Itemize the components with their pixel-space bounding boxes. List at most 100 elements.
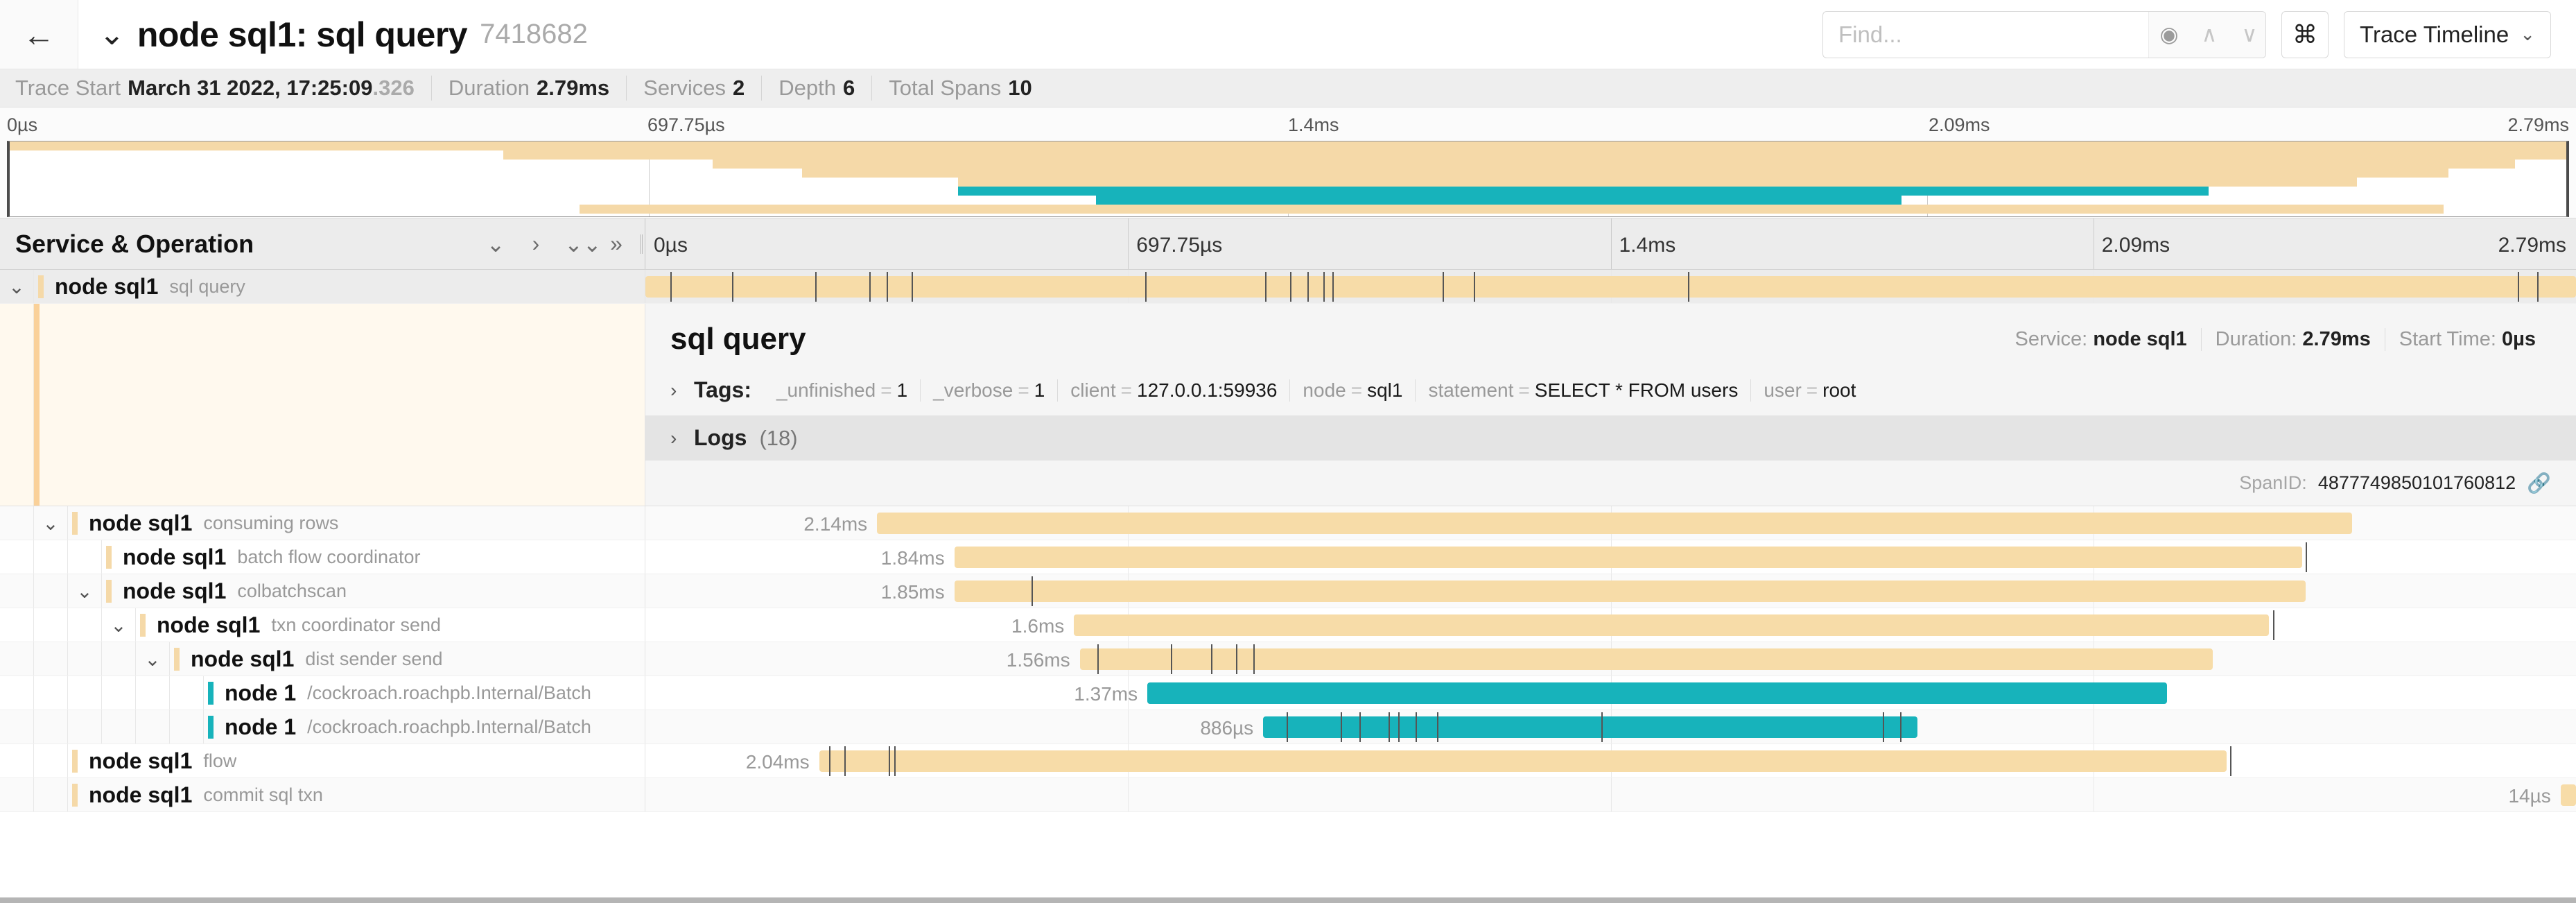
chevron-right-icon[interactable]: › (670, 379, 677, 401)
span-log-marker[interactable] (1416, 712, 1418, 742)
span-log-marker[interactable] (1900, 712, 1902, 742)
tag-item[interactable]: _verbose = 1 (920, 379, 1057, 402)
span-log-marker[interactable] (869, 272, 871, 302)
span-log-marker[interactable] (1359, 712, 1361, 742)
span-log-marker[interactable] (844, 746, 846, 776)
search-input[interactable] (1823, 11, 2149, 58)
collapse-all-icon[interactable]: ⌄⌄ (564, 231, 602, 257)
span-log-marker[interactable] (1883, 712, 1885, 742)
span-row-label[interactable]: ⌄ node sql1 dist sender send (0, 642, 645, 676)
tag-item[interactable]: client = 127.0.0.1:59936 (1057, 379, 1289, 402)
horizontal-scrollbar[interactable] (0, 897, 2576, 903)
span-bar-track[interactable]: 1.37ms (645, 676, 2576, 710)
span-row[interactable]: ⌄ node sql1 txn coordinator send 1.6ms (0, 608, 2576, 642)
span-bar-track[interactable]: 1.6ms (645, 608, 2576, 642)
span-row-label[interactable]: node 1/cockroach.roachpb.Internal/Batch (0, 676, 645, 710)
span-duration-bar[interactable] (1263, 716, 1918, 738)
span-row-label[interactable]: ⌄ node sql1 consuming rows (0, 506, 645, 540)
span-log-marker[interactable] (1332, 272, 1334, 302)
span-bar-track[interactable]: 886µs (645, 710, 2576, 743)
trace-minimap[interactable]: 0µs 697.75µs 1.4ms 2.09ms 2.79ms (0, 108, 2576, 218)
keyboard-shortcuts-button[interactable]: ⌘ (2281, 10, 2329, 58)
expand-all-icon[interactable]: » (610, 231, 623, 256)
span-log-marker[interactable] (1307, 272, 1309, 302)
span-log-marker[interactable] (2230, 746, 2232, 776)
span-row[interactable]: node sql1 flow 2.04ms (0, 744, 2576, 778)
span-log-marker[interactable] (1290, 272, 1292, 302)
span-log-marker[interactable] (1032, 576, 1033, 606)
span-duration-bar[interactable] (954, 547, 2302, 568)
span-duration-bar[interactable] (954, 580, 2306, 602)
span-log-marker[interactable] (1389, 712, 1391, 742)
logs-accordion[interactable]: › Logs (18) (645, 415, 2576, 461)
span-row-label[interactable]: node sql1 commit sql txn (0, 778, 645, 811)
span-row-label[interactable]: node 1/cockroach.roachpb.Internal/Batch (0, 710, 645, 743)
span-row-label[interactable]: ⌄ node sql1 colbatchscan (0, 574, 645, 608)
span-expand-toggle[interactable]: ⌄ (0, 270, 34, 303)
span-log-marker[interactable] (1340, 712, 1342, 742)
span-log-marker[interactable] (1236, 644, 1238, 674)
span-duration-bar[interactable] (645, 276, 2576, 298)
span-log-marker[interactable] (732, 272, 734, 302)
span-log-marker[interactable] (2306, 542, 2308, 572)
view-mode-select[interactable]: Trace Timeline ⌄ (2344, 10, 2551, 58)
span-log-marker[interactable] (888, 746, 890, 776)
span-log-marker[interactable] (670, 272, 672, 302)
expand-one-icon[interactable]: › (532, 231, 540, 256)
prev-match-icon[interactable]: ∧ (2201, 22, 2218, 46)
span-row[interactable]: node sql1 commit sql txn 14µs (0, 778, 2576, 812)
span-log-marker[interactable] (1473, 272, 1475, 302)
span-log-marker[interactable] (1264, 272, 1267, 302)
back-button[interactable]: ← (0, 0, 78, 69)
span-log-marker[interactable] (1286, 712, 1288, 742)
span-row-label[interactable]: ⌄ node sql1 sql query (0, 270, 645, 303)
span-row[interactable]: ⌄ node sql1 colbatchscan 1.85ms (0, 574, 2576, 608)
span-log-marker[interactable] (1601, 712, 1603, 742)
span-log-marker[interactable] (912, 272, 914, 302)
span-duration-bar[interactable] (877, 513, 2352, 534)
span-duration-bar[interactable] (2560, 784, 2576, 806)
span-log-marker[interactable] (815, 272, 817, 302)
column-resizer[interactable] (638, 218, 645, 269)
tag-item[interactable]: user = root (1750, 379, 1868, 402)
span-bar-track[interactable]: 1.84ms (645, 540, 2576, 574)
span-log-marker[interactable] (1145, 272, 1147, 302)
span-row-label[interactable]: ⌄ node sql1 txn coordinator send (0, 608, 645, 642)
span-bar-track[interactable]: 2.04ms (645, 744, 2576, 777)
span-log-marker[interactable] (1211, 644, 1212, 674)
span-log-marker[interactable] (2272, 610, 2274, 640)
span-row[interactable]: ⌄ node sql1 dist sender send 1.56ms (0, 642, 2576, 676)
span-log-marker[interactable] (1323, 272, 1325, 302)
span-log-marker[interactable] (1687, 272, 1689, 302)
chevron-down-icon[interactable]: ⌄ (99, 17, 125, 51)
next-match-icon[interactable]: ∨ (2241, 22, 2258, 46)
span-bar-track[interactable]: 14µs (645, 778, 2576, 811)
span-duration-bar[interactable] (1074, 614, 2270, 636)
span-duration-bar[interactable] (1079, 648, 2213, 670)
span-duration-bar[interactable] (1147, 682, 2167, 704)
span-expand-toggle[interactable]: ⌄ (136, 642, 170, 676)
tag-item[interactable]: statement = SELECT * FROM users (1415, 379, 1750, 402)
span-row[interactable]: node 1/cockroach.roachpb.Internal/Batch 1… (0, 676, 2576, 710)
span-log-marker[interactable] (1253, 644, 1255, 674)
span-expand-toggle[interactable]: ⌄ (68, 574, 102, 608)
span-log-marker[interactable] (2537, 272, 2539, 302)
span-log-marker[interactable] (828, 746, 830, 776)
span-log-marker[interactable] (1436, 712, 1438, 742)
span-bar-track[interactable] (645, 270, 2576, 303)
span-log-marker[interactable] (894, 746, 896, 776)
span-row[interactable]: node sql1 batch flow coordinator 1.84ms (0, 540, 2576, 574)
span-log-marker[interactable] (887, 272, 889, 302)
minimap-canvas[interactable] (7, 141, 2569, 217)
span-duration-bar[interactable] (819, 750, 2227, 772)
span-bar-track[interactable]: 1.56ms (645, 642, 2576, 676)
span-row[interactable]: node 1/cockroach.roachpb.Internal/Batch 8… (0, 710, 2576, 744)
span-log-marker[interactable] (1443, 272, 1445, 302)
span-log-marker[interactable] (1170, 644, 1172, 674)
span-bar-track[interactable]: 1.85ms (645, 574, 2576, 608)
span-row[interactable]: ⌄ node sql1 consuming rows 2.14ms (0, 506, 2576, 540)
span-expand-toggle[interactable]: ⌄ (34, 506, 68, 540)
tags-accordion[interactable]: › Tags: _unfinished = 1 _verbose = 1 client = 127.… (670, 372, 2551, 409)
collapse-one-icon[interactable]: ⌄ (486, 231, 505, 257)
chevron-right-icon[interactable]: › (670, 427, 677, 449)
